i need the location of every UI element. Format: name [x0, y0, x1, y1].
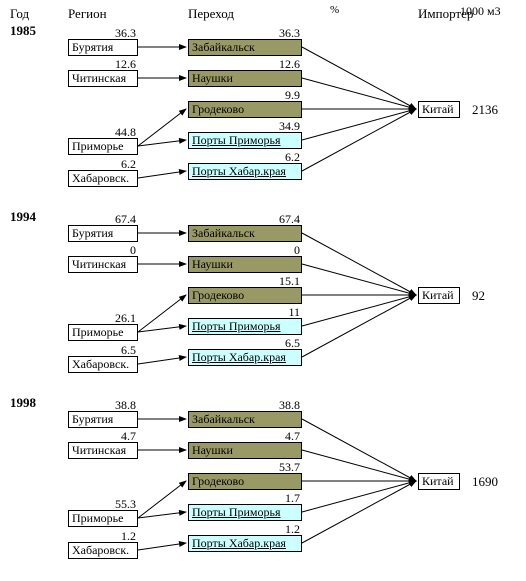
crossing-box: Забайкальск [188, 39, 302, 56]
region-value: 12.6 [96, 57, 136, 72]
crossing-value: 0 [260, 243, 300, 258]
region-value: 6.5 [96, 343, 136, 358]
region-box: Бурятия [68, 411, 138, 428]
importer-volume: 1690 [472, 474, 498, 490]
region-box: Приморье [68, 138, 138, 155]
crossing-box: Порты Приморья [188, 132, 302, 149]
crossing-box: Гродеково [188, 473, 302, 490]
header-volume-unit: 1000 м3 [460, 4, 501, 19]
crossing-box: Порты Хабар.края [188, 349, 302, 366]
crossing-value: 6.2 [260, 150, 300, 165]
region-box: Хабаровск. [68, 170, 138, 187]
region-value: 44.8 [96, 125, 136, 140]
crossing-box: Гродеково [188, 101, 302, 118]
region-box: Бурятия [68, 225, 138, 242]
crossing-value: 1.7 [260, 491, 300, 506]
region-box: Приморье [68, 510, 138, 527]
region-value: 67.4 [96, 212, 136, 227]
header-region: Регион [68, 6, 107, 22]
crossing-box: Порты Приморья [188, 318, 302, 335]
crossing-box: Наушки [188, 70, 302, 87]
crossing-value: 67.4 [260, 212, 300, 227]
crossing-box: Гродеково [188, 287, 302, 304]
region-value: 4.7 [96, 429, 136, 444]
crossing-box: Порты Хабар.края [188, 535, 302, 552]
region-value: 36.3 [96, 26, 136, 41]
crossing-value: 6.5 [260, 336, 300, 351]
region-box: Хабаровск. [68, 542, 138, 559]
region-box: Хабаровск. [68, 356, 138, 373]
crossing-value: 15.1 [260, 274, 300, 289]
header-crossing: Переход [188, 6, 234, 22]
region-box: Читинская [68, 70, 138, 87]
crossing-box: Порты Хабар.края [188, 163, 302, 180]
crossing-value: 9.9 [260, 88, 300, 103]
crossing-value: 1.2 [260, 522, 300, 537]
header-year: Год [10, 6, 29, 22]
crossing-box: Порты Приморья [188, 504, 302, 521]
crossing-box: Наушки [188, 256, 302, 273]
crossing-value: 11 [260, 305, 300, 320]
crossing-value: 12.6 [260, 57, 300, 72]
header-percent: % [330, 4, 339, 16]
region-box: Приморье [68, 324, 138, 341]
crossing-value: 4.7 [260, 429, 300, 444]
importer-volume: 2136 [472, 102, 498, 118]
region-box: Читинская [68, 256, 138, 273]
region-box: Бурятия [68, 39, 138, 56]
region-value: 0 [96, 243, 136, 258]
importer-box: Китай [418, 473, 460, 490]
crossing-value: 53.7 [260, 460, 300, 475]
year-label: 1985 [10, 23, 36, 39]
crossing-value: 34.9 [260, 119, 300, 134]
crossing-box: Забайкальск [188, 411, 302, 428]
year-label: 1998 [10, 395, 36, 411]
crossing-value: 36.3 [260, 26, 300, 41]
region-value: 38.8 [96, 398, 136, 413]
region-value: 55.3 [96, 497, 136, 512]
region-value: 1.2 [96, 529, 136, 544]
region-value: 6.2 [96, 157, 136, 172]
crossing-value: 38.8 [260, 398, 300, 413]
crossing-box: Наушки [188, 442, 302, 459]
importer-box: Китай [418, 101, 460, 118]
crossing-box: Забайкальск [188, 225, 302, 242]
importer-volume: 92 [472, 288, 485, 304]
importer-box: Китай [418, 287, 460, 304]
diagram-canvas: Год Регион Переход % Импортер 1000 м3 19… [0, 0, 526, 581]
year-label: 1994 [10, 209, 36, 225]
region-value: 26.1 [96, 311, 136, 326]
region-box: Читинская [68, 442, 138, 459]
